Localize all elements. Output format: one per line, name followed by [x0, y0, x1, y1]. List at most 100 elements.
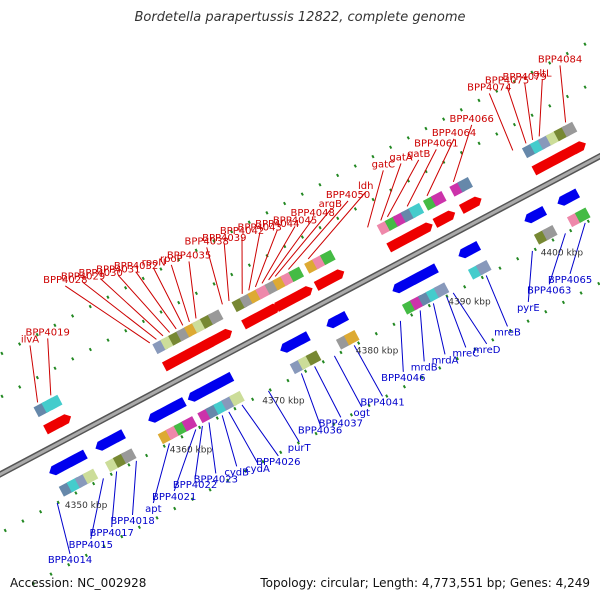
gene-arrow-minus	[532, 205, 548, 220]
callout-line-top	[268, 218, 314, 281]
gene-label-bottom: BPP4015	[69, 540, 113, 551]
gene-label-top: BPP4045	[273, 215, 317, 226]
gene-label-bottom: BPP4023	[194, 474, 238, 485]
callout-line-bottom	[300, 373, 321, 425]
callout-line-bottom	[267, 390, 300, 443]
gene-arrow-minus	[334, 310, 350, 325]
callout-line-top	[82, 282, 157, 340]
callout-line-top	[223, 243, 230, 301]
callout-line-top	[406, 149, 437, 207]
gene-label-top: ilvA	[21, 334, 39, 345]
feature-box-top	[207, 309, 224, 325]
callout-line-top	[386, 159, 420, 218]
gene-label-top: BPP4066	[450, 114, 494, 125]
gene-label-top: BPP4019	[26, 327, 70, 338]
gene-label-bottom: mreC	[452, 348, 479, 359]
callout-line-top	[367, 170, 384, 228]
gene-label-top: BPP4030	[79, 268, 123, 279]
callout-line-bottom	[228, 411, 258, 464]
gene-label-bottom: mrdB	[411, 362, 438, 373]
feature-box-top	[46, 394, 63, 411]
gene-arrow-plus	[264, 303, 280, 317]
feature-box-bottom	[541, 225, 558, 241]
gene-arrow-minus	[219, 371, 235, 385]
gene-arrow-plus	[56, 414, 72, 428]
callout-line-top	[559, 65, 567, 123]
feature-box-top	[408, 202, 425, 219]
gene-label-top: BPP4035	[167, 250, 211, 261]
gene-label-top: BPP4079	[503, 72, 547, 83]
gene-arrow-plus	[417, 222, 433, 236]
scale-tick-label: 4380 kbp	[356, 347, 399, 357]
gene-arrow-plus	[440, 210, 456, 224]
callout-line-top	[261, 226, 296, 284]
gene-label-top: BPP4028	[43, 275, 87, 286]
gene-label-bottom: ogt	[354, 408, 370, 419]
gene-arrow-plus	[329, 269, 345, 283]
gene-label-bottom: apt	[145, 504, 161, 515]
genome-summary-text: Topology: circular; Length: 4,773,551 bp…	[260, 576, 590, 590]
gene-label-top: BPP4042	[220, 226, 264, 237]
gene-arrow-minus	[172, 397, 187, 411]
callout-line-top	[426, 138, 455, 197]
genome-backbone	[0, 154, 600, 477]
callout-line-bottom	[152, 443, 170, 504]
gene-arrow-minus	[424, 263, 439, 277]
callout-line-bottom	[314, 366, 342, 418]
feature-box-bottom	[305, 350, 322, 366]
callout-line-bottom	[241, 404, 279, 457]
scale-tick-label: 4370 kbp	[262, 396, 305, 406]
feature-box-bottom	[181, 416, 198, 432]
gene-label-bottom: BPP4046	[381, 373, 425, 384]
feature-box-top	[430, 191, 447, 207]
callout-line-top	[153, 268, 184, 326]
callout-line-top	[488, 93, 514, 151]
callout-line-bottom	[548, 233, 566, 285]
callout-line-bottom	[527, 250, 533, 302]
callout-line-bottom	[221, 415, 238, 467]
callout-line-top	[170, 264, 190, 323]
gene-label-top: rpoN	[142, 257, 166, 268]
gene-arrow-plus	[217, 328, 233, 342]
callout-line-bottom	[56, 502, 71, 555]
gene-label-bottom: BPP4037	[319, 418, 363, 429]
callout-line-top	[274, 209, 331, 277]
gene-label-top: BPP4075	[485, 75, 529, 86]
callout-line-bottom	[353, 345, 383, 397]
gene-label-bottom: BPP4063	[527, 285, 571, 296]
scale-tick-label: 4350 kbp	[65, 501, 108, 511]
gene-label-bottom: BPP4026	[256, 457, 300, 468]
gene-label-bottom: purT	[288, 443, 312, 454]
gene-label-bottom: BPP4041	[360, 397, 404, 408]
gene-label-bottom: BPP4036	[298, 425, 342, 436]
gene-label-bottom: BPP4065	[548, 275, 592, 286]
feature-box-bottom	[475, 260, 492, 276]
callout-line-bottom	[132, 460, 137, 516]
feature-box-bottom	[433, 282, 450, 298]
gene-label-top: BPP4064	[432, 128, 476, 139]
gene-label-bottom: BPP4017	[90, 528, 134, 539]
callout-line-bottom	[446, 296, 467, 348]
gene-label-bottom: BPP4021	[152, 492, 196, 503]
guide-track-2	[0, 77, 600, 400]
scale-tick-label: 4390 kbp	[448, 298, 491, 308]
callout-line-bottom	[333, 355, 363, 408]
callout-line-top	[188, 261, 197, 319]
gene-label-top: BPP4038	[185, 236, 229, 247]
callout-line-top	[538, 79, 543, 137]
gene-label-top: gatC	[372, 159, 395, 170]
gene-arrow-minus	[111, 429, 126, 443]
gene-arrow-plus	[466, 196, 482, 210]
scale-tick-label: 4360 kbp	[170, 445, 213, 455]
feature-box-top	[288, 266, 305, 282]
feature-box-top	[561, 121, 578, 138]
callout-line-bottom	[432, 303, 446, 355]
map-title: Bordetella parapertussis 12822, complete…	[134, 10, 466, 25]
callout-line-bottom	[485, 275, 508, 327]
gene-label-top: BPP4074	[467, 82, 511, 93]
callout-line-bottom	[194, 425, 203, 480]
feature-box-bottom	[229, 390, 245, 407]
feature-box-bottom	[120, 448, 137, 464]
